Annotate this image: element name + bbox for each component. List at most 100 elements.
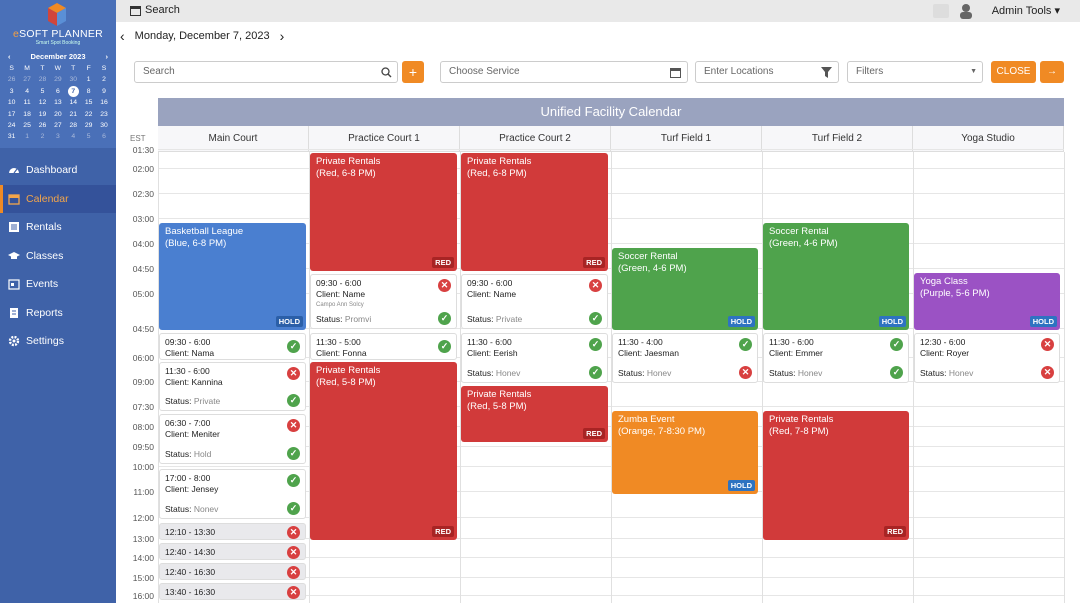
- approve-icon[interactable]: ✓: [589, 366, 602, 379]
- mini-calendar-day[interactable]: 9: [102, 87, 106, 95]
- admin-tools-menu[interactable]: Admin Tools ▾: [991, 5, 1060, 17]
- event-soccer-rental[interactable]: Soccer Rental (Green, 4-6 PM) HOLD: [612, 248, 758, 330]
- mini-calendar-day[interactable]: 29: [84, 121, 93, 129]
- mini-calendar-day[interactable]: 26: [7, 76, 16, 84]
- mini-calendar-day[interactable]: 22: [84, 110, 93, 118]
- approve-icon[interactable]: ✓: [287, 502, 300, 515]
- approve-icon[interactable]: ✓: [890, 366, 903, 379]
- mini-calendar-day[interactable]: 28: [38, 76, 47, 84]
- booking-card[interactable]: 09:30 - 6:00 Client: Name Campo Ann Solc…: [310, 274, 457, 329]
- reject-icon[interactable]: ✕: [287, 419, 300, 432]
- global-search[interactable]: Search: [130, 4, 180, 16]
- sidebar-item-classes[interactable]: Classes: [0, 242, 116, 271]
- mini-calendar-day[interactable]: 20: [54, 110, 62, 118]
- mini-calendar-next-button[interactable]: ›: [105, 52, 108, 61]
- mini-calendar-day[interactable]: 3: [9, 87, 14, 95]
- mini-calendar-day[interactable]: 10: [7, 99, 16, 107]
- booking-card[interactable]: 09:30 - 6:00 Client: Name Status: Privat…: [461, 274, 608, 329]
- sidebar-item-rentals[interactable]: Rentals: [0, 213, 116, 242]
- booking-card[interactable]: 11:30 - 6:00 Client: Eerish Status: Hone…: [461, 333, 608, 383]
- event-basketball-league[interactable]: Basketball League (Blue, 6-8 PM) HOLD: [159, 223, 306, 330]
- reject-icon[interactable]: ✕: [1041, 338, 1054, 351]
- approve-icon[interactable]: ✓: [438, 340, 451, 353]
- approve-icon[interactable]: ✓: [890, 338, 903, 351]
- list-item[interactable]: 12:10 - 13:30 ✕: [159, 523, 306, 540]
- mini-calendar-day[interactable]: 31: [7, 133, 16, 141]
- event-private-rentals[interactable]: Private Rentals (Red, 7-8 PM) RED: [763, 411, 909, 540]
- event-private-rentals[interactable]: Private Rentals (Red, 6-8 PM) RED: [310, 153, 457, 271]
- mini-calendar-day[interactable]: 23: [100, 110, 108, 118]
- event-zumba[interactable]: Zumba Event (Orange, 7-8:30 PM) HOLD: [612, 411, 758, 494]
- add-button[interactable]: +: [402, 61, 424, 83]
- event-private-rentals[interactable]: Private Rentals (Red, 5-8 PM) RED: [461, 386, 608, 442]
- mini-calendar-day[interactable]: 21: [69, 110, 78, 118]
- list-item[interactable]: 12:40 - 16:30 ✕: [159, 563, 306, 580]
- booking-card[interactable]: 11:30 - 6:00 Client: Kannina Status: Pri…: [159, 362, 306, 411]
- approve-icon[interactable]: ✓: [589, 312, 602, 325]
- mini-calendar-day[interactable]: 27: [54, 121, 62, 129]
- sidebar-item-calendar[interactable]: Calendar: [0, 184, 116, 213]
- mini-calendar-day[interactable]: 24: [7, 121, 16, 129]
- prev-day-button[interactable]: ‹: [120, 28, 125, 44]
- mini-calendar-day[interactable]: 11: [23, 99, 31, 107]
- event-private-rentals[interactable]: Private Rentals (Red, 6-8 PM) RED: [461, 153, 608, 271]
- filters-select[interactable]: Filters ▼: [847, 61, 983, 83]
- mini-calendar-day[interactable]: 8: [86, 87, 91, 95]
- close-button[interactable]: CLOSE: [991, 61, 1036, 83]
- mini-calendar-day[interactable]: 25: [23, 121, 31, 129]
- reject-icon[interactable]: ✕: [739, 366, 752, 379]
- mini-calendar-day[interactable]: 6: [102, 133, 106, 141]
- booking-card[interactable]: 11:30 - 4:00 Client: Jaesman Status: Hon…: [612, 333, 758, 383]
- approve-icon[interactable]: ✓: [438, 312, 451, 325]
- mini-calendar-day[interactable]: 1: [86, 76, 91, 84]
- booking-card[interactable]: 09:30 - 6:00 Client: Nama ✓: [159, 333, 306, 360]
- app-logo[interactable]: eSOFT PLANNER Smart Spot Booking: [0, 2, 116, 46]
- event-private-rentals[interactable]: Private Rentals (Red, 5-8 PM) RED: [310, 362, 457, 540]
- mini-calendar-day[interactable]: 18: [23, 110, 31, 118]
- booking-card[interactable]: 11:30 - 6:00 Client: Emmer Status: Honev…: [763, 333, 909, 383]
- approve-icon[interactable]: ✓: [739, 338, 752, 351]
- notification-icon[interactable]: [933, 4, 949, 18]
- mini-calendar-day[interactable]: 5: [40, 87, 45, 95]
- mini-calendar-day[interactable]: 17: [7, 110, 16, 118]
- approve-icon[interactable]: ✓: [287, 340, 300, 353]
- booking-card[interactable]: 17:00 - 8:00 Client: Jensey Status: None…: [159, 469, 306, 519]
- mini-calendar-day[interactable]: 26: [38, 121, 47, 129]
- mini-calendar-day[interactable]: 13: [54, 99, 62, 107]
- next-day-button[interactable]: ›: [279, 28, 285, 44]
- user-icon[interactable]: [959, 3, 973, 19]
- approve-icon[interactable]: ✓: [589, 338, 602, 351]
- mini-calendar-day[interactable]: 6: [55, 87, 60, 95]
- mini-calendar-day[interactable]: 19: [38, 110, 47, 118]
- booking-card[interactable]: 11:30 - 5:00 Client: Fonna ✓: [310, 333, 457, 360]
- reject-icon[interactable]: ✕: [1041, 366, 1054, 379]
- mini-calendar-day[interactable]: 12: [38, 99, 47, 107]
- booking-card[interactable]: 06:30 - 7:00 Client: Meniter Status: Hol…: [159, 414, 306, 464]
- mini-calendar-day[interactable]: 14: [69, 99, 78, 107]
- mini-calendar-day[interactable]: 1: [25, 133, 29, 141]
- approve-icon[interactable]: ✓: [287, 394, 300, 407]
- approve-icon[interactable]: ✓: [287, 474, 300, 487]
- reject-icon[interactable]: ✕: [589, 279, 602, 292]
- list-item[interactable]: 13:40 - 16:30 ✕: [159, 583, 306, 600]
- booking-card[interactable]: 12:30 - 6:00 Client: Royer Status: Honev…: [914, 333, 1060, 383]
- sidebar-item-settings[interactable]: Settings: [0, 327, 116, 356]
- location-input[interactable]: Enter Locations: [695, 61, 839, 83]
- mini-calendar-day[interactable]: 3: [55, 133, 60, 141]
- list-item[interactable]: 12:40 - 14:30 ✕: [159, 543, 306, 560]
- sidebar-item-dashboard[interactable]: Dashboard: [0, 156, 116, 185]
- mini-calendar-day[interactable]: 30: [69, 76, 78, 84]
- mini-calendar-day[interactable]: 2: [40, 133, 45, 141]
- event-yoga-class[interactable]: Yoga Class (Purple, 5-6 PM) HOLD: [914, 273, 1060, 330]
- mini-calendar-prev-button[interactable]: ‹: [8, 52, 11, 61]
- sidebar-item-events[interactable]: Events: [0, 270, 116, 299]
- mini-calendar-day[interactable]: 4: [71, 133, 76, 141]
- mini-calendar-day[interactable]: 16: [100, 99, 108, 107]
- mini-calendar-day[interactable]: 29: [54, 76, 62, 84]
- mini-calendar-day[interactable]: 28: [69, 121, 78, 129]
- service-select[interactable]: Choose Service: [440, 61, 688, 83]
- mini-calendar-day[interactable]: 5: [86, 133, 91, 141]
- approve-icon[interactable]: ✓: [287, 447, 300, 460]
- mini-calendar-day[interactable]: 4: [25, 87, 29, 95]
- mini-calendar-day[interactable]: 27: [23, 76, 31, 84]
